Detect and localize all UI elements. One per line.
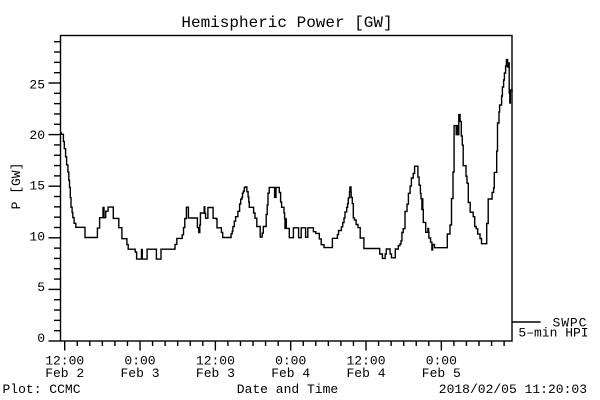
svg-text:12:00: 12:00: [196, 354, 235, 369]
svg-text:2018/02/05 11:20:03: 2018/02/05 11:20:03: [439, 382, 587, 397]
svg-text:Feb 4: Feb 4: [271, 366, 310, 381]
svg-text:Feb 3: Feb 3: [196, 366, 235, 381]
svg-text:Feb 2: Feb 2: [45, 366, 84, 381]
svg-text:SWPC: SWPC: [553, 316, 588, 331]
svg-text:Feb 4: Feb 4: [346, 366, 385, 381]
svg-text:P [GW]: P [GW]: [9, 163, 24, 210]
svg-text:0:00: 0:00: [275, 354, 306, 369]
svg-text:15: 15: [29, 179, 45, 194]
svg-text:12:00: 12:00: [45, 354, 84, 369]
svg-text:10: 10: [29, 229, 45, 244]
svg-text:5–min HPI: 5–min HPI: [518, 326, 588, 341]
svg-text:0: 0: [37, 331, 45, 346]
svg-text:Hemispheric Power [GW]: Hemispheric Power [GW]: [181, 14, 392, 32]
svg-text:20: 20: [29, 128, 45, 143]
svg-text:Date and Time: Date and Time: [237, 382, 338, 397]
svg-text:Plot: CCMC: Plot: CCMC: [3, 382, 81, 397]
svg-text:0:00: 0:00: [426, 354, 457, 369]
svg-text:5: 5: [37, 280, 45, 295]
svg-text:25: 25: [29, 77, 45, 92]
svg-text:12:00: 12:00: [346, 354, 385, 369]
svg-text:Feb 5: Feb 5: [422, 366, 461, 381]
svg-text:0:00: 0:00: [124, 354, 155, 369]
svg-text:Feb 3: Feb 3: [120, 366, 159, 381]
